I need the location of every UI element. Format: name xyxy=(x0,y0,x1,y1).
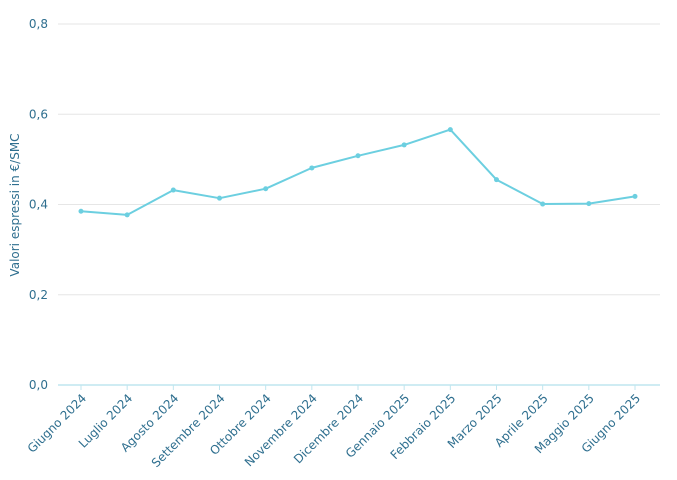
y-tick-label: 0,4 xyxy=(29,198,48,212)
grid-layer xyxy=(58,23,660,296)
data-point[interactable] xyxy=(170,187,176,193)
data-point[interactable] xyxy=(217,195,222,201)
y-tick-label: 0,8 xyxy=(29,17,48,31)
y-axis-title: Valori espressi in €/SMC xyxy=(8,133,22,276)
x-tick-label: Giugno 2024 xyxy=(25,391,89,455)
data-point[interactable] xyxy=(309,165,315,171)
data-point[interactable] xyxy=(494,177,499,183)
data-point[interactable] xyxy=(632,193,638,199)
data-point[interactable] xyxy=(401,142,407,148)
y-tick-label: 0,0 xyxy=(29,378,48,392)
data-point[interactable] xyxy=(447,127,453,133)
series-line-0 xyxy=(80,128,636,216)
data-point[interactable] xyxy=(355,153,361,159)
data-point[interactable] xyxy=(124,212,130,218)
y-tick-label: 0,6 xyxy=(29,107,48,121)
data-point[interactable] xyxy=(540,201,546,207)
data-point[interactable] xyxy=(78,208,84,214)
data-point[interactable] xyxy=(263,186,269,192)
axis-layer xyxy=(58,384,660,390)
series-layer xyxy=(78,127,638,218)
data-point[interactable] xyxy=(586,201,592,207)
y-tick-label: 0,2 xyxy=(29,288,48,302)
